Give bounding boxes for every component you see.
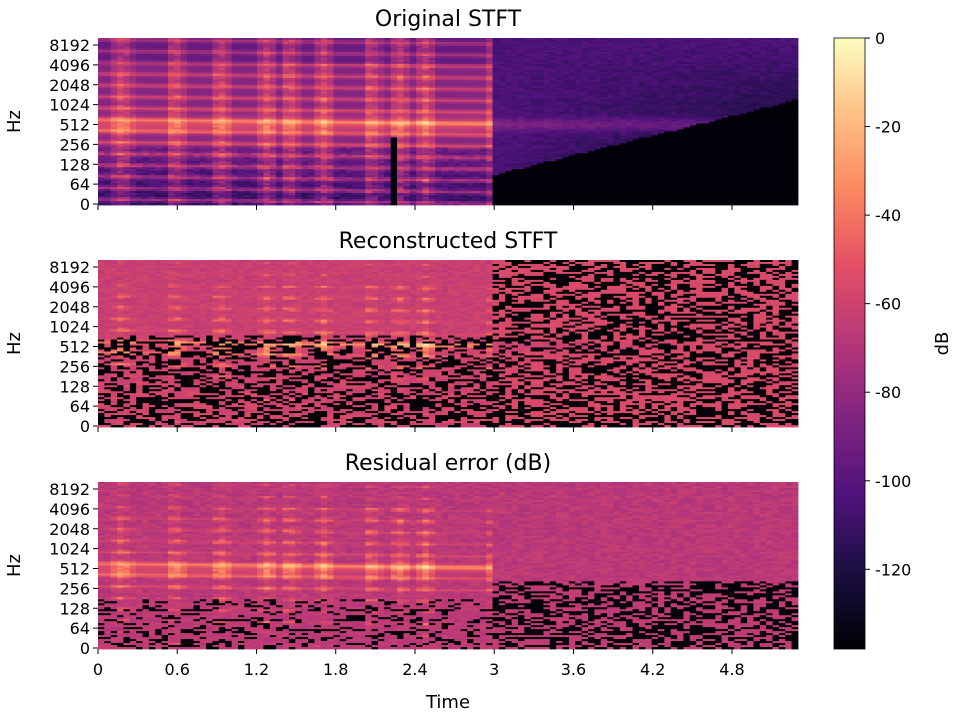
heatmap-cell [123, 203, 130, 205]
heatmap-cell [372, 203, 379, 205]
heatmap-cell [314, 203, 321, 205]
heatmap-cell [448, 203, 455, 205]
heatmap-cell [168, 203, 175, 205]
heatmap-cell [206, 203, 213, 205]
heatmap-cell [200, 203, 207, 205]
heatmap-cell [333, 203, 340, 205]
heatmap-cell [327, 203, 334, 205]
heatmap-cell [263, 203, 270, 205]
heatmap-cell [353, 203, 360, 205]
heatmap-cell [213, 203, 220, 205]
heatmap-cell [384, 203, 391, 205]
heatmap-cell [365, 203, 372, 205]
heatmap-cell [104, 203, 111, 205]
heatmap-cell [435, 203, 442, 205]
heatmap-cell [238, 203, 245, 205]
heatmap-cell [423, 203, 430, 205]
heatmap-cell [461, 203, 468, 205]
heatmap-cell [403, 203, 410, 205]
heatmap-cell [162, 203, 169, 205]
heatmap-original [98, 38, 798, 205]
heatmap-cell [467, 203, 474, 205]
heatmap-cell [136, 203, 143, 205]
heatmap-cell [442, 203, 449, 205]
heatmap-cell [429, 203, 436, 205]
heatmap-cell [416, 203, 423, 205]
heatmap-cell [117, 203, 124, 205]
heatmap-cell [359, 203, 366, 205]
heatmap-cell [410, 203, 417, 205]
heatmap-cell [257, 203, 264, 205]
heatmap-cell [378, 203, 385, 205]
heatmap-cell [155, 203, 162, 205]
heatmap-cell [295, 203, 302, 205]
heatmap-cell [289, 203, 296, 205]
spectrogram-panels: Original STFT064128256512102420484096819… [4, 7, 798, 679]
heatmap-cell [130, 203, 137, 205]
heatmap-cell [111, 203, 118, 205]
heatmap-cell [308, 203, 315, 205]
heatmap-cell [244, 203, 251, 205]
heatmap-cell [232, 203, 239, 205]
heatmap-cell [321, 203, 328, 205]
heatmap-cell [454, 203, 461, 205]
heatmap-cell [225, 203, 232, 205]
heatmap-cell [219, 203, 226, 205]
heatmap-cell [143, 203, 150, 205]
heatmap-cell [391, 203, 398, 205]
heatmap-cell [340, 203, 347, 205]
heatmap-cell [276, 203, 283, 205]
heatmap-cell [346, 203, 353, 205]
heatmap-cell [98, 203, 105, 205]
heatmap-cell [270, 203, 277, 205]
heatmap-cell [149, 203, 156, 205]
heatmap-cell [187, 203, 194, 205]
heatmap-cell [302, 203, 309, 205]
heatmap-cell [193, 203, 200, 205]
heatmap-cell [397, 203, 404, 205]
heatmap-cell [283, 203, 290, 205]
panel-original: Original STFT064128256512102420484096819… [4, 7, 798, 214]
heatmap-cell [181, 203, 188, 205]
